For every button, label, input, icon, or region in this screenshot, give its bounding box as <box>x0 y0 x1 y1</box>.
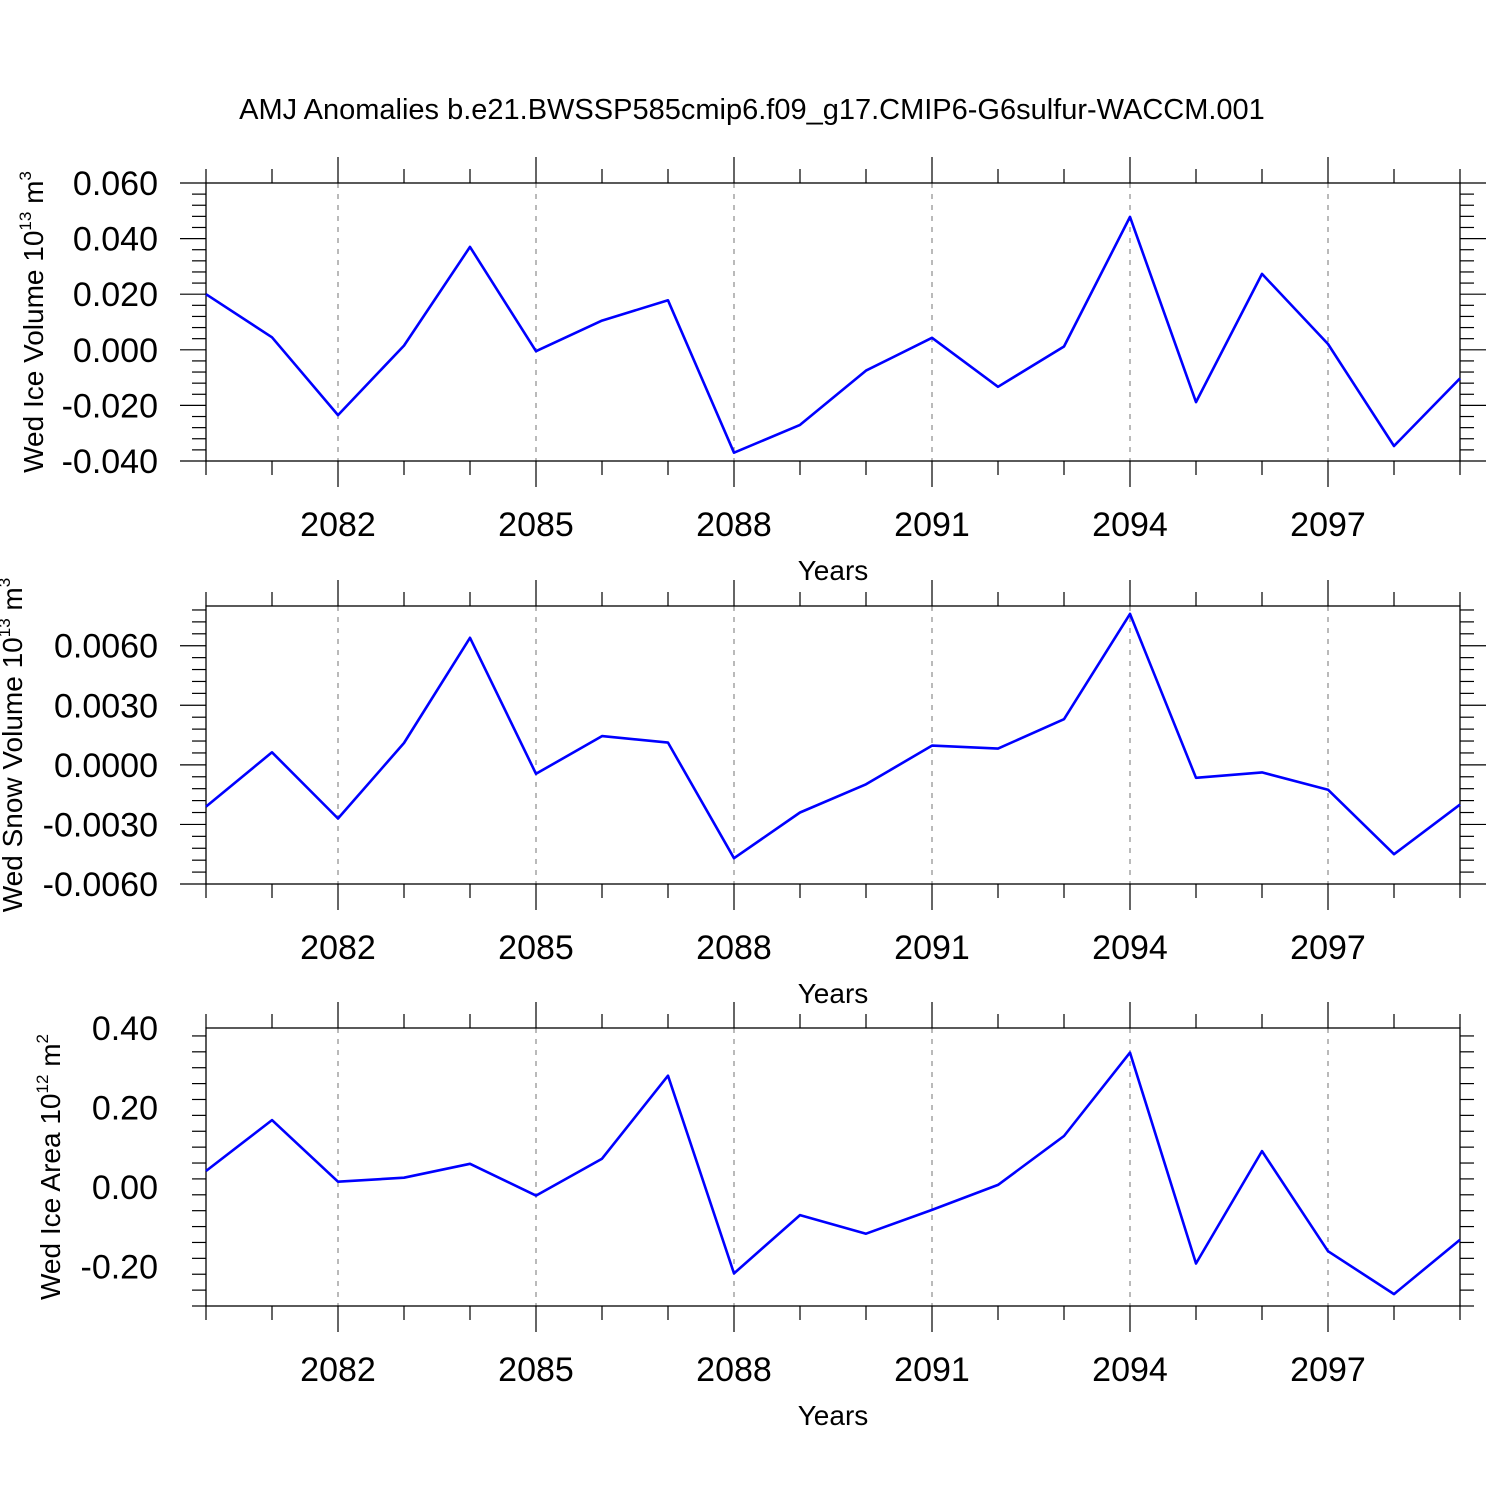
x-tick-label: 2094 <box>1092 1351 1168 1389</box>
plot-frame <box>205 182 1461 462</box>
x-axis-title: Years <box>798 1400 869 1431</box>
plot-frame <box>205 1027 1461 1307</box>
x-tick-label: 2088 <box>696 1351 772 1389</box>
y-tick-label: 0.0060 <box>54 628 158 666</box>
y-tick-label: -0.0030 <box>43 806 158 844</box>
x-tick-label: 2094 <box>1092 929 1168 967</box>
x-axis-title: Years <box>798 978 869 1009</box>
x-axis-title: Years <box>798 555 869 586</box>
plot-frame <box>205 605 1461 885</box>
y-tick-label: 0.0030 <box>54 687 158 725</box>
x-tick-label: 2082 <box>300 929 376 967</box>
y-tick-label: 0.00 <box>92 1169 158 1207</box>
y-axis-title: Wed Ice Volume 1013 m3 <box>16 171 49 473</box>
y-tick-label: 0.020 <box>73 276 158 314</box>
y-tick-label: 0.000 <box>73 332 158 370</box>
y-tick-label: -0.20 <box>81 1248 159 1286</box>
y-tick-label: -0.020 <box>62 387 158 425</box>
series-line <box>205 612 1461 860</box>
figure-title: AMJ Anomalies b.e21.BWSSP585cmip6.f09_g1… <box>239 94 1265 126</box>
x-tick-label: 2097 <box>1290 1351 1366 1389</box>
y-tick-label: 0.40 <box>92 1010 158 1048</box>
x-tick-label: 2094 <box>1092 506 1168 544</box>
y-tick-label: -0.0060 <box>43 866 158 904</box>
x-tick-label: 2097 <box>1290 929 1366 967</box>
x-tick-label: 2085 <box>498 506 574 544</box>
chart-panels: -0.040 -0.020 0.000 0.020 0.040 0.060 2082 2085… <box>0 157 1486 1431</box>
panel-1: -0.040 -0.020 0.000 0.020 0.040 0.060 2082 2085… <box>16 157 1486 586</box>
x-tick-label: 2085 <box>498 1351 574 1389</box>
panel-3: -0.20 0.00 0.20 0.40 2082 2085 2088 2091 2094 209… <box>33 1002 1474 1431</box>
x-tick-label: 2091 <box>894 506 970 544</box>
x-tick-label: 2082 <box>300 1351 376 1389</box>
x-tick-label: 2091 <box>894 1351 970 1389</box>
series-line <box>205 215 1461 455</box>
x-tick-label: 2091 <box>894 929 970 967</box>
x-tick-label: 2088 <box>696 929 772 967</box>
y-tick-label: -0.040 <box>62 443 158 481</box>
x-tick-label: 2097 <box>1290 506 1366 544</box>
y-axis-title: Wed Ice Area 1012 m2 <box>33 1034 66 1300</box>
series-line <box>205 1051 1461 1296</box>
y-axis-title: Wed Snow Volume 1013 m3 <box>0 578 28 912</box>
y-tick-label: 0.060 <box>73 165 158 203</box>
panel-2: -0.0060 -0.0030 0.0000 0.0030 0.0060 2082 2085… <box>0 578 1486 1009</box>
y-tick-label: 0.0000 <box>54 747 158 785</box>
x-tick-label: 2082 <box>300 506 376 544</box>
y-tick-label: 0.040 <box>73 221 158 259</box>
y-tick-label: 0.20 <box>92 1089 158 1127</box>
x-tick-label: 2088 <box>696 506 772 544</box>
x-tick-label: 2085 <box>498 929 574 967</box>
